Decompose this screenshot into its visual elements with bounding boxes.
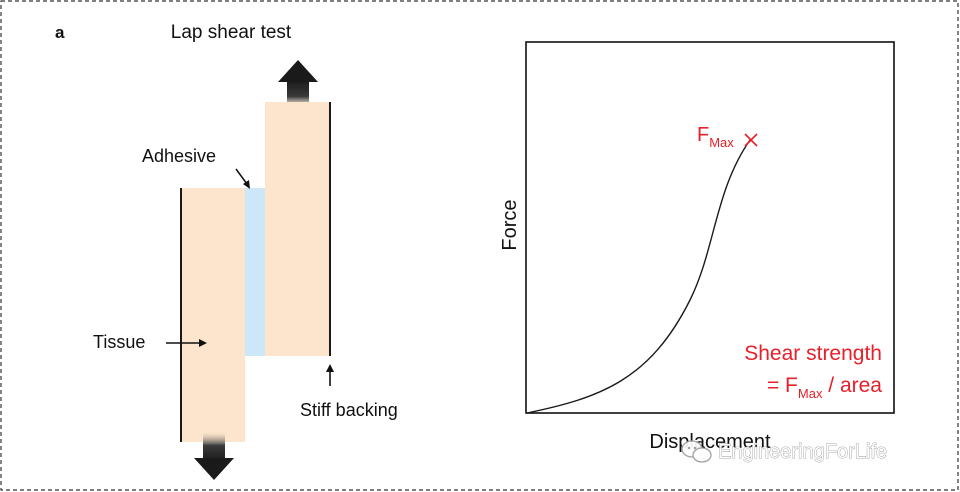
lower-tissue-block xyxy=(181,188,245,442)
pull-down-arrow-icon xyxy=(194,432,234,480)
tissue-pointer-arrow-icon xyxy=(166,339,207,347)
adhesive-layer xyxy=(245,188,265,356)
adhesive-label: Adhesive xyxy=(142,146,216,166)
tissue-label: Tissue xyxy=(93,332,145,352)
watermark-text: EngineeringForLife xyxy=(718,441,887,463)
force-displacement-curve xyxy=(526,139,751,414)
plot-ylabel: Force xyxy=(499,199,521,250)
watermark: EngineeringForLife xyxy=(681,440,887,463)
stiff-backing-pointer-arrow-icon xyxy=(326,364,334,386)
plot-xlabel: Displacement xyxy=(649,431,771,453)
shear-strength-formula: = FMax / area xyxy=(767,374,882,401)
fmax-marker-icon xyxy=(744,133,758,147)
adhesive-pointer-arrow-icon xyxy=(235,168,250,189)
stiff-backing-label: Stiff backing xyxy=(300,400,398,420)
plot-frame xyxy=(525,41,895,414)
shear-strength-label: Shear strength xyxy=(744,342,882,365)
wechat-logo-icon xyxy=(681,440,712,463)
diagram-title: Lap shear test xyxy=(171,22,292,43)
panel-label: a xyxy=(55,23,65,42)
fmax-label: FMax xyxy=(697,124,734,150)
upper-tissue-block xyxy=(265,102,329,356)
